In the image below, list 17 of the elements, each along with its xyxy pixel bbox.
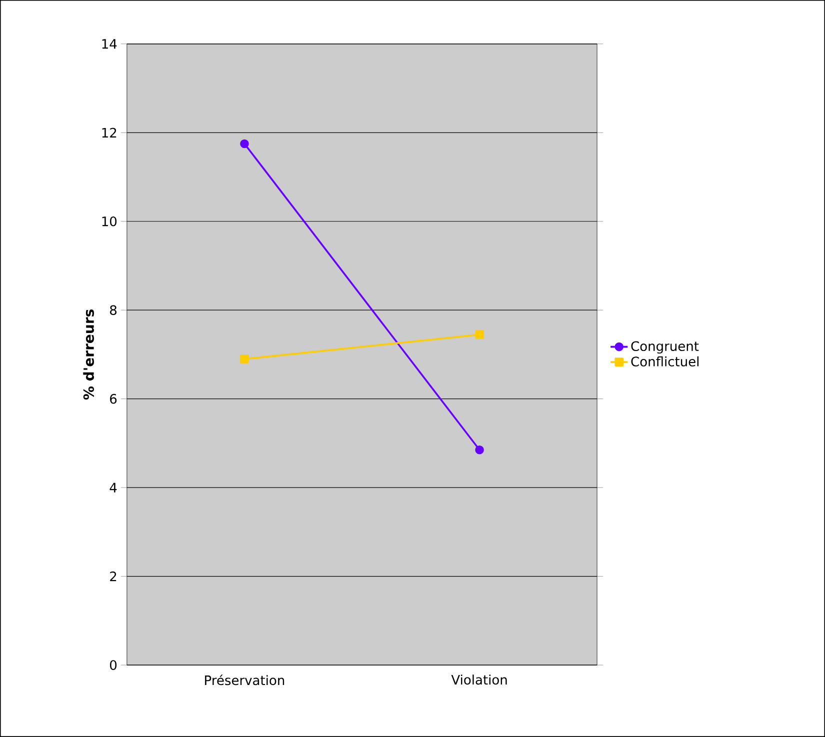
y-tick-label: 2 — [110, 572, 116, 582]
x-tick-label: Préservation — [205, 674, 284, 686]
point — [240, 139, 249, 148]
point — [475, 445, 484, 454]
y-tick-label: 8 — [110, 305, 117, 316]
y-tick-label: 12 — [102, 128, 116, 138]
y-tick-label: 6 — [110, 394, 117, 404]
legend-label: Conflictuel — [631, 356, 698, 366]
point — [240, 354, 249, 364]
y-tick-label: 14 — [102, 39, 117, 49]
x-tick-label: Violation — [451, 674, 507, 685]
point — [475, 330, 484, 339]
legend-label: Congruent — [631, 341, 699, 354]
y-tick-label: 10 — [102, 216, 117, 226]
y-axis-title: % d'erreurs — [83, 310, 94, 400]
y-tick-label: 0 — [110, 660, 117, 670]
y-tick-label: 4 — [110, 482, 117, 492]
